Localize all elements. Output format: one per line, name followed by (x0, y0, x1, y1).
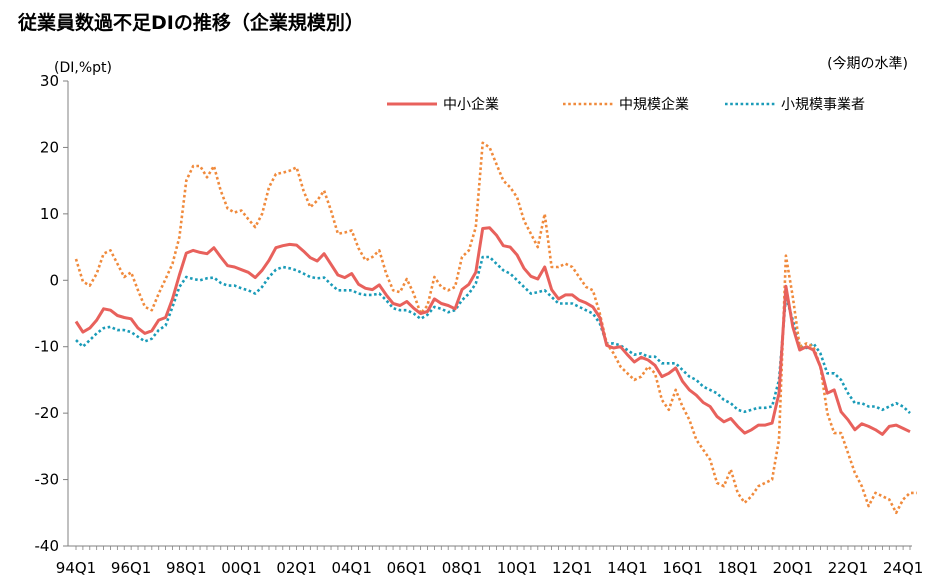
y-tick-label: -10 (35, 338, 60, 356)
y-tick-label: 20 (40, 138, 59, 156)
x-tick-label: 00Q1 (221, 559, 261, 577)
x-tick-label: 22Q1 (828, 559, 868, 577)
x-tick-label: 02Q1 (276, 559, 316, 577)
y-tick-label: -30 (35, 471, 60, 489)
x-tick-label: 10Q1 (497, 559, 537, 577)
axes: 30 20 10 0 -10 -20 -30 -40 94Q1 96Q1 98Q1 00Q1 02Q1 0… (35, 72, 924, 577)
series-line-3 (75, 255, 911, 415)
x-tick-label: 16Q1 (662, 559, 702, 577)
x-tick-label: 96Q1 (111, 559, 151, 577)
x-tick-label: 08Q1 (442, 559, 482, 577)
series-layer (74, 141, 917, 515)
legend-label-3: 小規模事業者 (781, 97, 865, 113)
series-line-2 (74, 141, 917, 515)
x-tick-label: 98Q1 (166, 559, 206, 577)
legend-label-2: 中規模企業 (619, 96, 689, 113)
x-tick-label: 12Q1 (552, 559, 592, 577)
y-tick-label: 30 (40, 72, 59, 90)
x-tick-label: 94Q1 (56, 559, 96, 577)
y-tick-label: -20 (35, 404, 60, 422)
note-label: (今期の水準) (827, 56, 908, 72)
y-unit-label: (DI,%pt) (54, 60, 112, 76)
series-line-1 (74, 226, 911, 436)
x-tick-label: 18Q1 (717, 559, 757, 577)
y-tick-label: -40 (35, 537, 60, 555)
y-tick-label: 0 (49, 271, 59, 289)
x-tick-label: 24Q1 (883, 559, 923, 577)
legend: 中小企業 中規模企業 小規模事業者 (387, 96, 865, 113)
x-tick-label: 14Q1 (607, 559, 647, 577)
chart-title: 従業員数過不足DIの推移（企業規模別） (17, 11, 364, 34)
x-tick-label: 20Q1 (773, 559, 813, 577)
x-tick-label: 06Q1 (387, 559, 427, 577)
x-tick-label: 04Q1 (331, 559, 371, 577)
legend-label-1: 中小企業 (443, 96, 499, 113)
y-tick-label: 10 (40, 205, 59, 223)
